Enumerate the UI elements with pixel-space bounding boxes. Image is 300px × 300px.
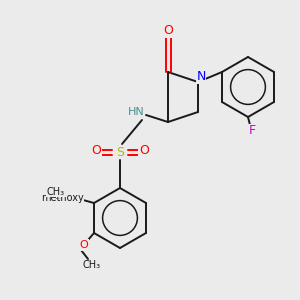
- Text: CH₃: CH₃: [47, 187, 65, 197]
- Text: HN: HN: [128, 107, 144, 117]
- Text: O: O: [163, 25, 173, 38]
- Text: N: N: [196, 70, 206, 83]
- Text: CH₃: CH₃: [83, 260, 101, 270]
- Text: S: S: [116, 146, 124, 158]
- Text: O: O: [91, 145, 101, 158]
- Text: methoxy: methoxy: [40, 193, 83, 203]
- Text: O: O: [139, 145, 149, 158]
- Text: methoxy: methoxy: [56, 198, 62, 199]
- Text: O: O: [74, 195, 82, 205]
- Text: F: F: [248, 124, 256, 137]
- Text: O: O: [80, 240, 88, 250]
